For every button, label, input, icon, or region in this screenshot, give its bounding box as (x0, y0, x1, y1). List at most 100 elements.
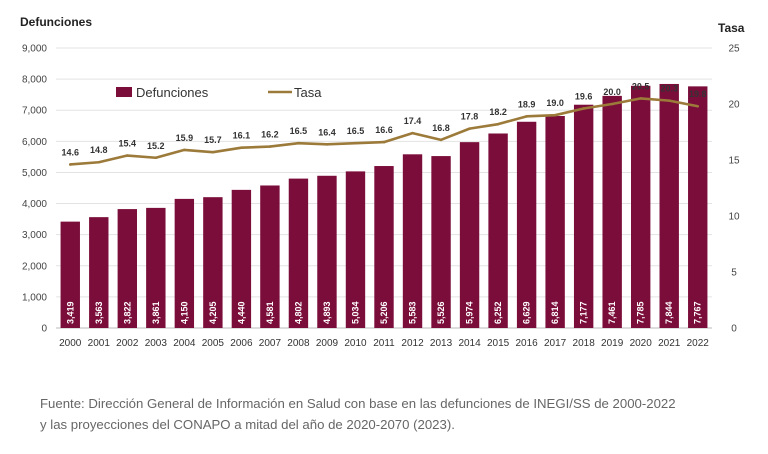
y-left-tick-label: 1,000 (22, 292, 47, 303)
tasa-point (667, 99, 671, 102)
tasa-point (582, 107, 585, 110)
bar (231, 189, 252, 328)
bar-value-label: 3,419 (65, 301, 75, 324)
legend-swatch-defunciones (116, 87, 132, 97)
tasa-value-label: 16.6 (375, 125, 393, 135)
bar-value-label: 6,814 (550, 301, 560, 324)
tasa-value-label: 15.2 (147, 141, 165, 151)
x-tick-label: 2014 (458, 338, 481, 349)
tasa-point (126, 154, 129, 157)
tasa-point (325, 143, 329, 146)
tasa-value-label: 15.4 (119, 139, 137, 149)
tasa-point (211, 150, 215, 154)
y-axis-left-title: Defunciones (20, 15, 93, 29)
bar (374, 166, 394, 328)
x-tick-label: 2017 (544, 338, 567, 349)
y-left-tick-label: 9,000 (22, 44, 47, 55)
bar-value-label: 7,785 (636, 301, 646, 324)
bar (516, 121, 537, 329)
bar-value-label: 5,206 (379, 301, 389, 324)
x-tick-label: 2008 (287, 338, 310, 349)
bar (89, 217, 109, 328)
tasa-point (183, 148, 186, 152)
x-tick-label: 2006 (230, 338, 253, 349)
bar-value-label: 7,461 (607, 301, 617, 324)
tasa-point (354, 141, 357, 145)
bar-value-label: 5,034 (350, 301, 360, 324)
x-tick-label: 2012 (401, 338, 424, 349)
bar-value-label: 7,844 (664, 301, 674, 324)
x-tick-label: 2010 (344, 338, 367, 349)
tasa-point (411, 131, 414, 135)
tasa-point (439, 138, 443, 142)
tasa-point (553, 113, 557, 117)
bar-value-label: 4,205 (208, 301, 218, 324)
tasa-point (382, 140, 386, 144)
bar (345, 171, 366, 328)
tasa-point (240, 146, 243, 149)
bar (260, 185, 280, 328)
bar (203, 197, 223, 328)
x-tick-label: 2004 (173, 338, 196, 349)
bar-value-label: 4,802 (293, 301, 303, 324)
x-tick-label: 2003 (145, 338, 168, 349)
x-tick-label: 2019 (601, 338, 624, 349)
y-left-tick-label: 4,000 (22, 199, 47, 210)
tasa-value-label: 19.0 (546, 98, 564, 108)
bar (174, 198, 195, 328)
tasa-value-label: 18.2 (489, 107, 507, 117)
bar-value-label: 5,974 (465, 301, 475, 324)
tasa-point (639, 97, 642, 100)
bar-value-label: 5,583 (408, 301, 418, 324)
x-tick-label: 2009 (316, 338, 339, 349)
bar-value-label: 7,767 (693, 301, 703, 324)
tasa-point (297, 141, 300, 145)
tasa-value-label: 16.1 (233, 131, 251, 141)
tasa-value-label: 20.5 (632, 81, 650, 91)
tasa-point (97, 160, 101, 164)
y-right-tick-label: 20 (728, 100, 740, 111)
tasa-point (610, 102, 614, 106)
y-left-tick-label: 6,000 (22, 137, 47, 148)
x-tick-label: 2007 (259, 338, 282, 349)
bar-value-label: 4,150 (179, 301, 189, 324)
bar-value-label: 5,526 (436, 301, 446, 324)
tasa-value-label: 16.5 (290, 126, 308, 136)
tasa-value-label: 16.5 (347, 126, 365, 136)
tasa-value-label: 20.3 (660, 84, 678, 94)
bar-value-label: 4,893 (322, 301, 332, 324)
bar (688, 86, 708, 328)
bar-value-label: 6,252 (493, 301, 503, 324)
bar-value-label: 6,629 (522, 301, 532, 324)
y-right-tick-label: 5 (731, 268, 737, 279)
tasa-value-label: 20.0 (603, 87, 621, 97)
tasa-point (696, 104, 700, 108)
tasa-value-label: 15.9 (176, 133, 194, 143)
y-right-tick-label: 15 (728, 156, 740, 167)
x-tick-label: 2022 (687, 338, 710, 349)
bar (488, 133, 508, 328)
x-tick-label: 2018 (573, 338, 596, 349)
bar (288, 178, 309, 328)
y-right-tick-label: 25 (728, 44, 740, 55)
bar (431, 156, 451, 328)
bar (117, 209, 138, 328)
tasa-value-label: 17.4 (404, 116, 422, 126)
bar (317, 175, 337, 328)
y-left-tick-label: 8,000 (22, 75, 47, 86)
y-left-tick-label: 0 (41, 324, 47, 335)
tasa-value-label: 19.6 (575, 91, 593, 101)
bar (659, 83, 679, 328)
tasa-value-label: 18.9 (518, 99, 536, 109)
bar (146, 207, 166, 328)
legend-label-tasa: Tasa (294, 85, 322, 100)
x-tick-label: 2011 (373, 338, 395, 349)
tasa-point (468, 127, 471, 130)
x-tick-label: 2016 (515, 338, 538, 349)
tasa-point (525, 115, 528, 118)
x-tick-label: 2001 (88, 338, 111, 349)
x-tick-label: 2002 (116, 338, 139, 349)
tasa-point (268, 145, 272, 148)
y-left-tick-label: 5,000 (22, 168, 47, 179)
